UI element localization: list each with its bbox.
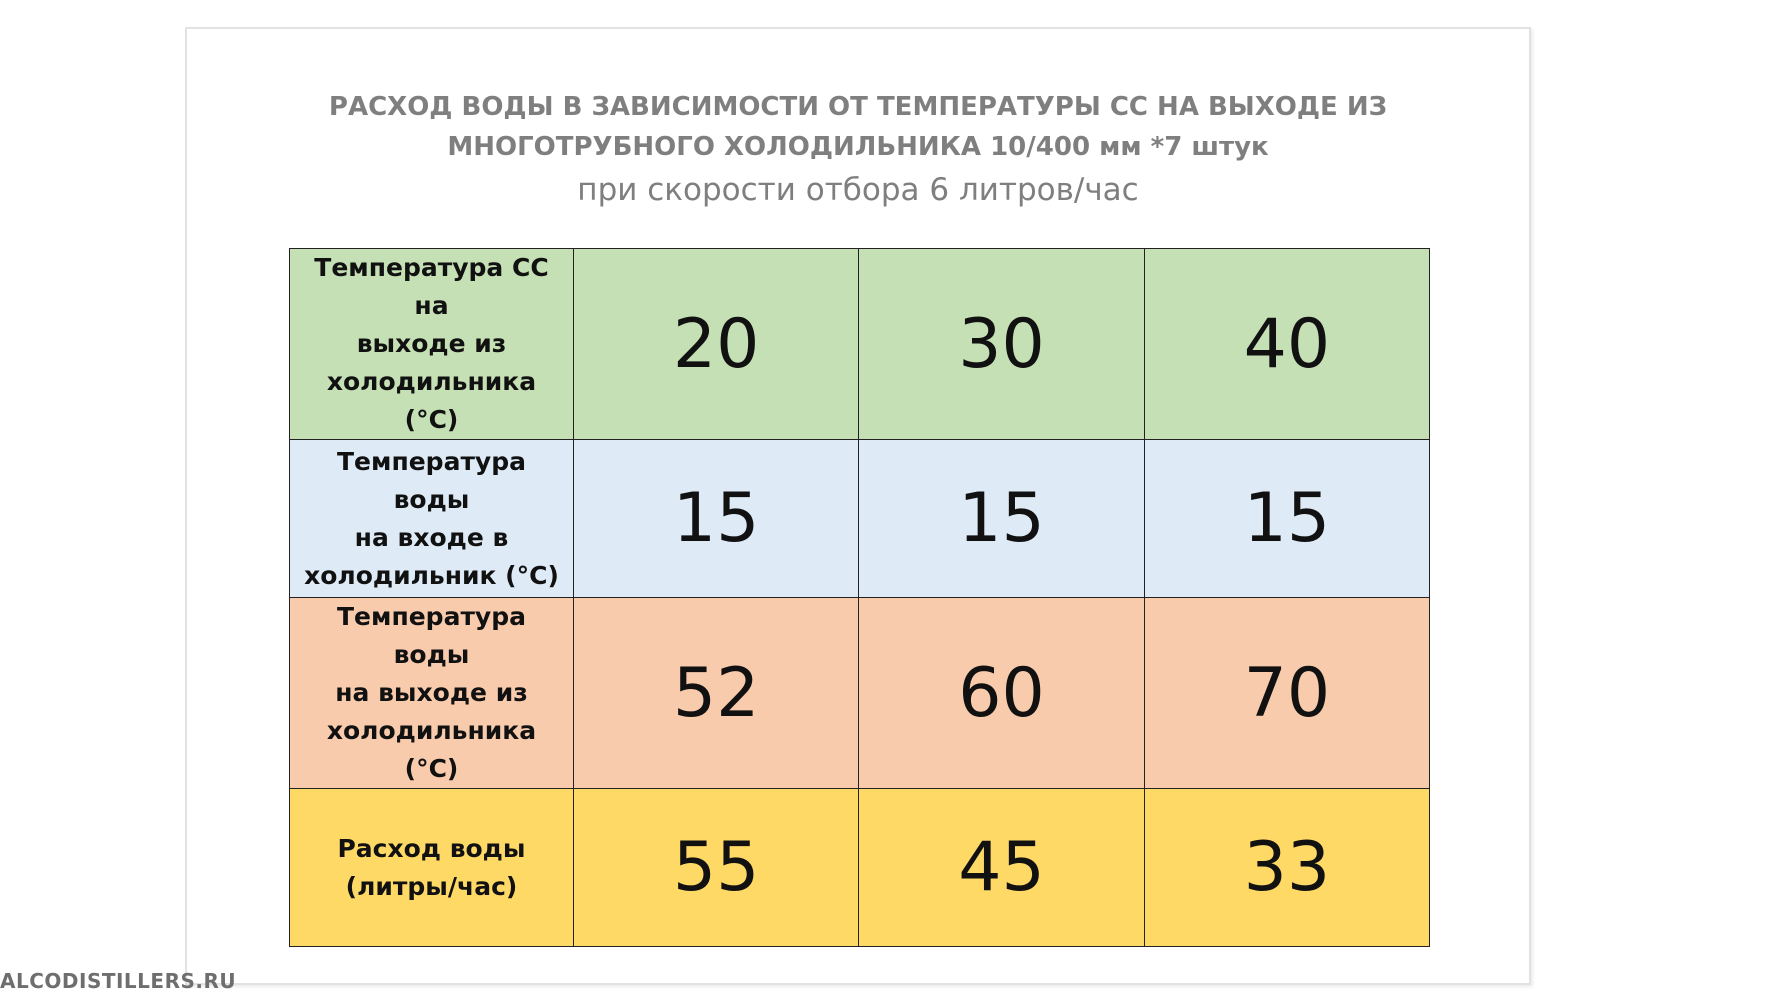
page-title: РАСХОД ВОДЫ В ЗАВИСИМОСТИ ОТ ТЕМПЕРАТУРЫ… bbox=[187, 87, 1529, 167]
row-label-line: Температура воды bbox=[337, 446, 526, 514]
row-label-line: на выходе из bbox=[335, 678, 528, 707]
table-cell: 52 bbox=[572, 597, 860, 789]
row-label-line: холодильника (°С) bbox=[326, 716, 537, 783]
row-label-line: Температура СС на bbox=[314, 253, 549, 320]
page-subtitle: при скорости отбора 6 литров/час bbox=[577, 172, 1139, 208]
row-label-line: холодильника (°С) bbox=[326, 367, 537, 434]
row-label: Температура СС на выходе из холодильника… bbox=[289, 248, 574, 440]
table-row-water-flow: Расход воды (литры/час) 55 45 33 bbox=[289, 788, 1431, 947]
row-label-line: (литры/час) bbox=[345, 871, 518, 901]
row-label-line: Расход воды bbox=[337, 833, 526, 863]
table-row-water-outlet-temp: Температура воды на выходе из холодильни… bbox=[289, 597, 1431, 789]
table-cell: 15 bbox=[1143, 439, 1431, 598]
title-line-2: МНОГОТРУБНОГО ХОЛОДИЛЬНИКА 10/400 мм *7 … bbox=[447, 132, 1269, 162]
row-label: Расход воды (литры/час) bbox=[289, 788, 574, 947]
table-cell: 40 bbox=[1143, 248, 1431, 440]
row-label-line: выходе из bbox=[356, 329, 507, 358]
title-line-1: РАСХОД ВОДЫ В ЗАВИСИМОСТИ ОТ ТЕМПЕРАТУРЫ… bbox=[328, 92, 1388, 122]
row-label-line: на входе в bbox=[354, 522, 509, 552]
table-cell: 55 bbox=[572, 788, 860, 947]
row-label-line: Температура воды bbox=[337, 602, 526, 669]
table-cell: 33 bbox=[1143, 788, 1431, 947]
row-label-line: холодильник (°С) bbox=[304, 560, 559, 590]
row-label: Температура воды на входе в холодильник … bbox=[289, 439, 574, 598]
table-row-water-inlet-temp: Температура воды на входе в холодильник … bbox=[289, 439, 1431, 598]
table-cell: 45 bbox=[858, 788, 1145, 947]
data-table: Температура СС на выходе из холодильника… bbox=[289, 248, 1431, 947]
table-cell: 15 bbox=[572, 439, 860, 598]
table-cell: 20 bbox=[572, 248, 860, 440]
table-cell: 15 bbox=[858, 439, 1145, 598]
row-label: Температура воды на выходе из холодильни… bbox=[289, 597, 574, 789]
table-cell: 30 bbox=[858, 248, 1145, 440]
table-cell: 70 bbox=[1143, 597, 1431, 789]
slide: РАСХОД ВОДЫ В ЗАВИСИМОСТИ ОТ ТЕМПЕРАТУРЫ… bbox=[185, 27, 1531, 985]
table-cell: 60 bbox=[858, 597, 1145, 789]
table-row-coolant-outlet-temp: Температура СС на выходе из холодильника… bbox=[289, 248, 1431, 440]
watermark: ALCODISTILLERS.RU bbox=[0, 969, 237, 993]
